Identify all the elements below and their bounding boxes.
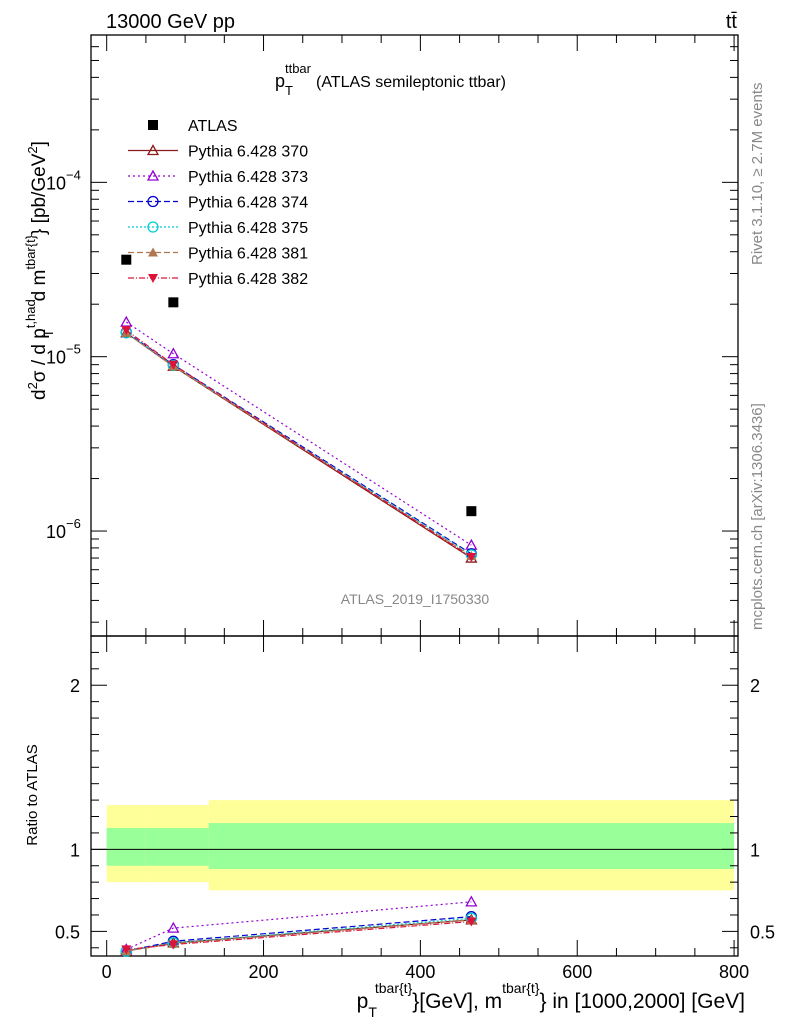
- data-point: [120, 315, 133, 327]
- analysis-id-label: ATLAS_2019_I1750330: [341, 591, 490, 607]
- data-point: [167, 347, 180, 359]
- legend-marker: [147, 221, 159, 233]
- ratio-data-point: [167, 921, 180, 933]
- process-label: tt̄: [726, 11, 738, 33]
- ratio-y-tick-label: 2: [70, 676, 80, 696]
- legend: ATLAS Pythia 6.428 370 Pythia 6.428 373 Pyt…: [128, 118, 308, 288]
- x-tick-label: 600: [562, 962, 592, 982]
- x-tick-label: 400: [405, 962, 435, 982]
- ratio-y-tick-label: 1: [70, 840, 80, 860]
- data-point: [466, 552, 477, 562]
- ratio-y-tick-label: 0.5: [55, 922, 80, 942]
- data-point: [167, 359, 179, 372]
- mcplots-label: mcplots.cern.ch [arXiv:1306.3436]: [749, 403, 766, 630]
- ratio-y-tick-label-right: 2: [750, 676, 760, 696]
- x-tick-label: 0: [102, 962, 112, 982]
- main-plot-ticks: 10−610−510−4: [46, 34, 738, 636]
- data-point: [168, 297, 179, 308]
- ratio-data-point: [466, 917, 477, 927]
- uncertainty-band-inner: [208, 823, 735, 870]
- legend-label: Pythia 6.428 370: [188, 144, 308, 161]
- plot-title: pTttbar(ATLAS semileptonic ttbar): [275, 61, 506, 98]
- data-point: [466, 506, 477, 517]
- legend-marker: [148, 120, 158, 130]
- ratio-y-tick-label-right: 1: [750, 840, 760, 860]
- ratio-series-line: [126, 901, 472, 950]
- rivet-label: Rivet 3.1.10, ≥ 2.7M events: [749, 83, 766, 266]
- ratio-data-point: [465, 895, 478, 907]
- legend-label: Pythia 6.428 381: [188, 246, 308, 263]
- ratio-y-axis-label: Ratio to ATLAS: [24, 744, 41, 845]
- x-tick-label: 200: [249, 962, 279, 982]
- main-data-layer: [120, 254, 478, 563]
- legend-label: Pythia 6.428 373: [188, 169, 308, 186]
- ratio-plot-frame: [90, 635, 739, 957]
- series-line: [125, 321, 472, 546]
- x-axis-label: pTtbar{t}}[GeV], mtbar{t}} in [1000,2000…: [357, 980, 745, 1020]
- legend-marker: [146, 144, 160, 156]
- uncertainty-band-inner: [106, 828, 146, 866]
- uncertainty-band-inner: [145, 828, 209, 866]
- main-y-axis-label: d2σ / d pt,hadTd mtbar{t}} [pb/GeV2]: [23, 141, 56, 400]
- y-tick-exponent: −5: [66, 342, 81, 357]
- ratio-data-point: [168, 940, 179, 950]
- legend-marker: [148, 247, 158, 257]
- legend-label: ATLAS: [188, 118, 238, 135]
- legend-marker: [146, 169, 160, 181]
- ratio-data-layer: [120, 895, 478, 957]
- y-tick-label: 10: [46, 522, 66, 542]
- y-tick-exponent: −4: [66, 167, 81, 182]
- data-point: [168, 360, 179, 370]
- legend-label: Pythia 6.428 374: [188, 195, 308, 212]
- data-point: [121, 254, 132, 265]
- y-tick-exponent: −6: [66, 516, 81, 531]
- ratio-data-point: [121, 945, 132, 955]
- y-tick-label: 10: [46, 348, 66, 368]
- ratio-plot-area: [91, 800, 738, 891]
- x-tick-label: 800: [719, 962, 749, 982]
- ratio-plot-ticks: 0.5 0.5 1 1 2 2 0 200 400 600 800: [55, 636, 775, 982]
- legend-marker: [148, 274, 158, 283]
- data-point: [121, 326, 132, 336]
- legend-marker: [147, 195, 159, 208]
- legend-label: Pythia 6.428 375: [188, 220, 308, 237]
- energy-label: 13000 GeV pp: [106, 11, 235, 33]
- legend-label: Pythia 6.428 382: [188, 271, 308, 288]
- y-tick-label: 10: [46, 173, 66, 193]
- ratio-y-tick-label-right: 0.5: [750, 922, 775, 942]
